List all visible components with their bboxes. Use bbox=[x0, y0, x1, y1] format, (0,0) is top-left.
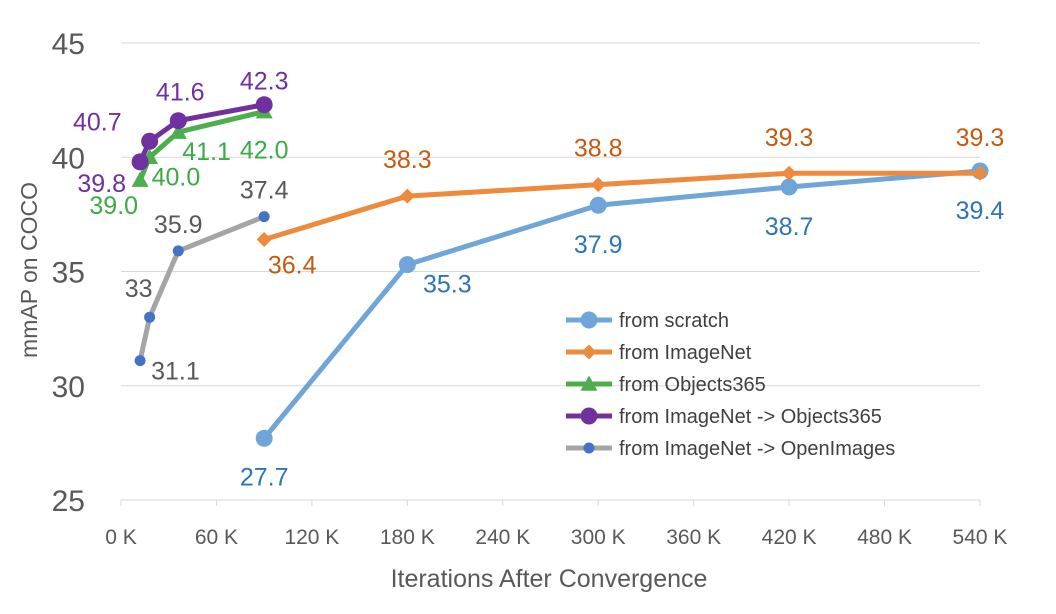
x-tick-label: 360 K bbox=[666, 526, 721, 549]
gridlines bbox=[121, 42, 980, 387]
legend-label: from ImageNet -> Objects365 bbox=[619, 406, 882, 428]
y-tick-label: 40 bbox=[52, 142, 85, 175]
y-axis-title: mmAP on COCO bbox=[16, 182, 42, 358]
data-point bbox=[580, 311, 598, 329]
data-label: 35.9 bbox=[154, 211, 203, 239]
axes: 25 30 35 40 45 0 K 60 K 120 K 180 K 240 K 300 K 360… bbox=[52, 28, 1008, 549]
data-label: 35.3 bbox=[423, 271, 472, 299]
x-axis-title: Iterations After Convergence bbox=[391, 565, 708, 593]
data-point bbox=[256, 232, 272, 248]
data-point bbox=[141, 132, 159, 150]
legend-label: from Objects365 bbox=[619, 374, 766, 396]
y-tick-label: 25 bbox=[52, 485, 85, 518]
data-point bbox=[580, 375, 598, 391]
x-tick-label: 480 K bbox=[857, 526, 912, 549]
data-point bbox=[255, 429, 273, 447]
data-label: 37.4 bbox=[240, 177, 289, 205]
series-line bbox=[137, 214, 267, 364]
x-tick-label: 120 K bbox=[284, 526, 339, 549]
data-label: 38.3 bbox=[383, 146, 432, 174]
data-label: 27.7 bbox=[240, 463, 289, 491]
data-label: 31.1 bbox=[151, 358, 200, 386]
data-point bbox=[781, 165, 797, 181]
x-tick-label: 540 K bbox=[953, 526, 1008, 549]
data-label: 39.4 bbox=[956, 197, 1005, 225]
x-tick-label: 240 K bbox=[475, 526, 530, 549]
data-point bbox=[589, 196, 607, 214]
x-tick-label: 300 K bbox=[571, 526, 626, 549]
data-point bbox=[131, 153, 149, 171]
data-labels: 27.7 35.3 37.9 38.7 39.4 36.4 38.3 38.8 39.3 39.3… bbox=[73, 68, 1004, 492]
data-point bbox=[581, 344, 597, 360]
data-label: 36.4 bbox=[268, 252, 317, 280]
data-point bbox=[399, 188, 415, 204]
legend: from scratch from ImageNet from Objects365… bbox=[566, 310, 895, 460]
x-tick-label: 420 K bbox=[762, 526, 817, 549]
legend-label: from scratch bbox=[619, 310, 729, 332]
data-label: 38.7 bbox=[765, 213, 814, 241]
data-label: 38.8 bbox=[574, 135, 623, 163]
y-tick-label: 30 bbox=[52, 371, 85, 404]
data-point bbox=[590, 177, 606, 193]
data-label: 41.6 bbox=[156, 79, 205, 107]
data-point bbox=[169, 112, 187, 130]
legend-label: from ImageNet bbox=[619, 342, 752, 364]
x-tick-label: 60 K bbox=[195, 526, 238, 549]
data-label: 39.3 bbox=[956, 124, 1005, 152]
data-label: 39.8 bbox=[77, 170, 126, 198]
data-label: 39.0 bbox=[89, 192, 138, 220]
data-label: 41.1 bbox=[182, 138, 231, 166]
data-label: 40.0 bbox=[152, 163, 201, 191]
data-point bbox=[134, 355, 146, 367]
series-line bbox=[137, 102, 267, 165]
data-label: 42.0 bbox=[240, 137, 289, 165]
y-tick-label: 45 bbox=[52, 28, 85, 61]
series-lines bbox=[131, 96, 989, 447]
x-tick-label: 180 K bbox=[380, 526, 435, 549]
series-line bbox=[261, 168, 983, 441]
legend-label: from ImageNet -> OpenImages bbox=[619, 438, 895, 460]
series-line bbox=[261, 170, 983, 243]
data-point bbox=[583, 442, 595, 454]
data-point bbox=[131, 171, 149, 187]
data-point bbox=[780, 178, 798, 196]
data-point bbox=[258, 211, 270, 223]
data-label: 33 bbox=[125, 275, 153, 303]
data-point bbox=[255, 96, 273, 114]
x-tick-label: 0 K bbox=[105, 526, 137, 549]
data-label: 40.7 bbox=[73, 108, 122, 136]
data-point bbox=[172, 245, 184, 257]
data-point bbox=[144, 311, 156, 323]
data-label: 37.9 bbox=[574, 231, 623, 259]
data-point bbox=[580, 407, 598, 425]
data-label: 42.3 bbox=[240, 68, 289, 96]
data-point bbox=[398, 256, 416, 274]
data-point bbox=[169, 123, 187, 139]
data-point bbox=[972, 165, 988, 181]
data-label: 39.3 bbox=[765, 124, 814, 152]
y-tick-label: 35 bbox=[52, 257, 85, 290]
